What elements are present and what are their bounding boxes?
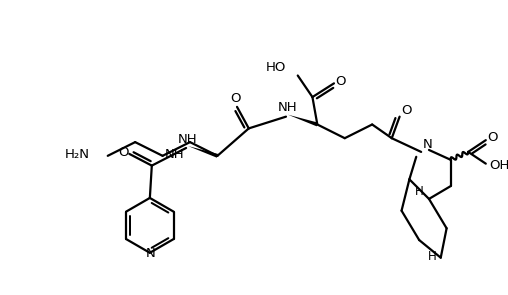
Text: O: O [230,91,240,104]
Text: NH: NH [278,101,298,114]
Text: N: N [146,247,156,260]
Polygon shape [188,146,218,158]
Text: H: H [415,185,424,198]
Text: O: O [401,104,411,117]
Text: HO: HO [266,61,286,74]
Polygon shape [288,115,318,126]
Text: NH: NH [165,148,184,161]
Text: H: H [428,250,436,263]
Text: O: O [336,75,346,88]
Text: N: N [423,137,433,150]
Text: O: O [487,131,498,144]
Text: OH: OH [489,159,508,172]
Text: H₂N: H₂N [65,148,90,161]
Text: NH: NH [177,133,197,146]
Text: O: O [118,146,129,159]
